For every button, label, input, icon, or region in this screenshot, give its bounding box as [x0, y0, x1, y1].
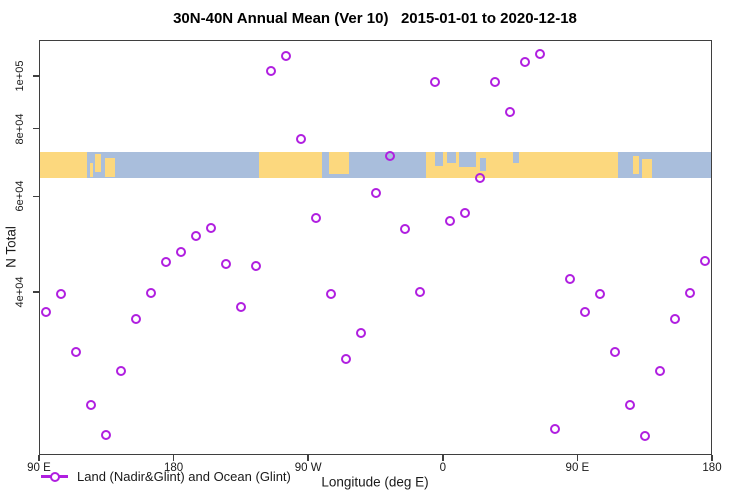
x-axis-tick	[172, 455, 175, 461]
data-point	[460, 208, 471, 219]
data-point	[220, 259, 231, 270]
data-point	[355, 328, 366, 339]
land-segment	[642, 159, 653, 178]
x-tick-label: 90 W	[294, 462, 322, 474]
x-tick-label: 90 E	[565, 462, 590, 474]
map-band	[39, 151, 712, 178]
data-point	[176, 246, 187, 257]
data-point	[86, 399, 97, 410]
ocean-notch	[435, 151, 443, 166]
data-point	[146, 288, 157, 299]
land-segment	[426, 151, 618, 178]
data-point	[205, 222, 216, 233]
data-point	[191, 231, 202, 242]
data-point	[250, 260, 261, 271]
data-point	[265, 66, 276, 77]
data-point	[415, 286, 426, 297]
y-axis-tick	[33, 127, 39, 130]
y-axis-tick	[33, 291, 39, 293]
data-point	[235, 302, 246, 313]
land-segment	[95, 154, 102, 173]
y-tick-label: 6e+04	[14, 180, 26, 212]
data-point	[654, 366, 665, 376]
data-point	[520, 57, 531, 68]
y-axis-tick	[33, 75, 39, 77]
data-point	[430, 76, 441, 87]
ocean-notch	[459, 151, 476, 168]
chart-title: 30N-40N Annual Mean (Ver 10) 2015-01-01 …	[173, 10, 577, 27]
data-point	[56, 289, 67, 300]
data-point	[535, 48, 545, 59]
data-point	[684, 288, 695, 299]
data-point	[295, 134, 306, 145]
data-point	[400, 223, 411, 234]
x-axis-tick	[38, 455, 40, 461]
y-tick-label: 8e+04	[14, 113, 26, 145]
data-point	[280, 50, 291, 61]
land-segment	[39, 151, 87, 178]
data-point	[445, 215, 456, 226]
ocean-notch	[619, 151, 633, 166]
data-point	[310, 213, 321, 224]
y-axis-label: N Total	[3, 226, 19, 268]
ocean-notch	[480, 158, 487, 172]
x-axis-tick	[711, 455, 713, 461]
land-segment	[89, 163, 93, 178]
data-point	[325, 289, 336, 300]
data-point	[340, 353, 351, 364]
data-point	[564, 273, 575, 284]
data-point	[475, 172, 486, 183]
data-point	[116, 366, 127, 376]
data-point	[624, 399, 635, 410]
land-segment	[329, 151, 349, 174]
y-axis-tick	[33, 195, 39, 198]
data-point	[101, 430, 112, 440]
x-axis-tick	[307, 455, 309, 461]
ocean-notch	[513, 151, 520, 164]
x-tick-label: 180	[164, 462, 184, 474]
data-point	[490, 76, 501, 87]
legend: Land (Nadir&Glint) and Ocean (Glint)	[41, 469, 291, 484]
data-point	[370, 187, 381, 198]
data-point	[71, 347, 82, 358]
y-tick-label: 4e+04	[14, 276, 26, 308]
data-point	[669, 313, 680, 324]
data-point	[131, 313, 142, 324]
data-point	[505, 107, 516, 118]
data-point	[609, 347, 620, 358]
land-segment	[258, 151, 323, 178]
data-point	[385, 151, 396, 162]
x-tick-label: 0	[439, 462, 446, 474]
legend-circle-icon	[49, 471, 60, 482]
ocean-notch	[447, 151, 457, 164]
legend-line-marker	[41, 471, 68, 482]
data-point	[699, 256, 710, 267]
data-point	[549, 423, 560, 434]
data-point	[579, 307, 590, 318]
plot-area: Land (Nadir&Glint) and Ocean (Glint)	[39, 40, 712, 484]
x-axis-tick	[576, 455, 579, 461]
land-segment	[632, 155, 639, 174]
legend-label: Land (Nadir&Glint) and Ocean (Glint)	[77, 469, 291, 484]
plot-border	[39, 40, 712, 455]
x-axis-label: Longitude (deg E)	[321, 474, 429, 490]
land-segment	[104, 158, 115, 178]
data-point	[639, 431, 650, 442]
y-tick-label: 1e+05	[14, 60, 26, 92]
x-axis-tick	[442, 455, 444, 461]
x-tick-label: 180	[702, 462, 722, 474]
data-point	[161, 257, 172, 268]
x-tick-label: 90 E	[27, 462, 51, 474]
data-point	[594, 289, 605, 300]
data-point	[41, 307, 52, 318]
